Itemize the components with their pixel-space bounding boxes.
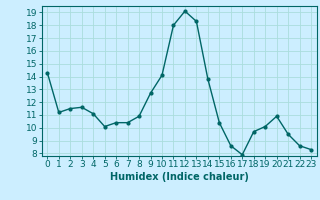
X-axis label: Humidex (Indice chaleur): Humidex (Indice chaleur) [110,172,249,182]
